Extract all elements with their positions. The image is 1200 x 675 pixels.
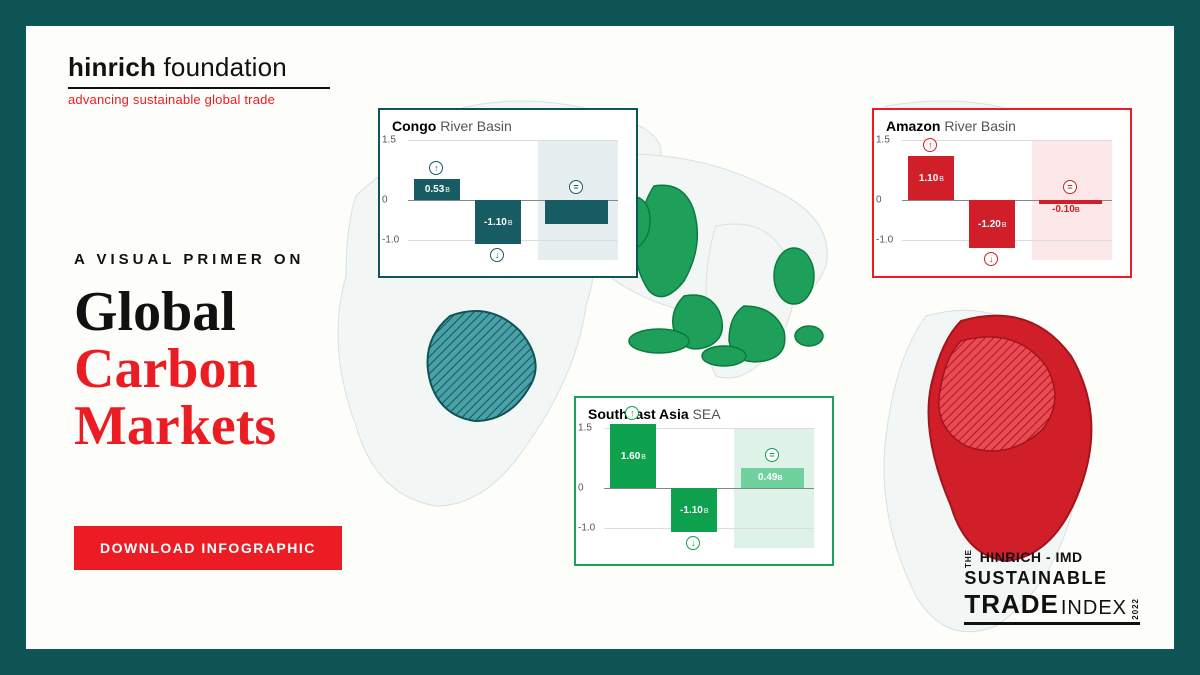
mini-bar-chart: 1.50-1.00.53B↑-1.10B↓=-0.61B [408,140,618,260]
arrow-down-icon: ↓ [984,252,998,266]
y-tick-label: 1.5 [578,423,592,434]
card-amazon: Amazon River Basin 1.5 0 -1.0 1.10B ↑ -1.20B ↓ =… [872,108,1132,278]
logo-brand-bold: hinrich [68,52,156,82]
headline: A VISUAL PRIMER ON Global Carbon Markets [74,251,304,455]
mini-bar-chart: 1.50-1.01.60B↑-1.10B↓=0.49B [604,428,814,548]
mini-bar-chart: 1.50-1.01.10B↑-1.20B↓=-0.10B [902,140,1112,260]
card-title-rest: SEA [693,406,721,422]
y-tick-label: 1.5 [876,135,890,146]
loss-bar: -1.10B [671,488,717,532]
y-tick-label: 1.5 [382,135,396,146]
region-amazon [906,306,1106,566]
headline-eyebrow: A VISUAL PRIMER ON [74,251,304,268]
canvas: hinrich foundation advancing sustainable… [26,26,1174,649]
loss-bar: -1.20B [969,200,1015,248]
equal-icon: = [569,180,583,194]
y-tick-label: 0 [382,195,388,206]
loss-bar: -1.10B [475,200,521,244]
arrow-down-icon: ↓ [490,248,504,262]
card-title-bold: Congo [392,118,436,134]
y-tick-label: -1.0 [876,235,893,246]
arrow-up-icon: ↑ [429,161,443,175]
card-congo: Congo River Basin 1.5 0 -1.0 0.53B ↑ -1.10B ↓ = -… [378,108,638,278]
badge-the: THE [964,549,973,568]
download-button[interactable]: DOWNLOAD INFOGRAPHIC [74,526,342,570]
card-title-rest: River Basin [944,118,1016,134]
y-tick-label: 0 [578,483,584,494]
card-sea: Southeast Asia SEA1.50-1.01.60B↑-1.10B↓=… [574,396,834,566]
card-title-bold: Amazon [886,118,940,134]
card-title-rest: River Basin [440,118,512,134]
headline-line1: Global [74,284,304,341]
arrow-up-icon: ↑ [923,138,937,152]
logo-tagline: advancing sustainable global trade [68,92,330,107]
net-value-label: -0.10B [1052,204,1080,215]
gain-bar: 0.53B [414,179,460,200]
badge-row2: SUSTAINABLE [964,568,1140,589]
outer-frame: hinrich foundation advancing sustainable… [0,0,1200,675]
badge-row1: HINRICH - IMD [980,549,1083,565]
region-congo [420,306,550,426]
arrow-down-icon: ↓ [686,536,700,550]
y-tick-label: -1.0 [382,235,399,246]
hinrich-logo: hinrich foundation advancing sustainable… [68,52,330,107]
gain-bar: 1.10B [908,156,954,200]
badge-underline [964,622,1140,625]
equal-icon: = [1063,180,1077,194]
headline-line3: Markets [74,398,304,455]
net-value-label: 0.49B [758,472,783,483]
sustainable-trade-badge: THE HINRICH - IMD SUSTAINABLE TRADE INDE… [964,549,1140,625]
y-tick-label: -1.0 [578,523,595,534]
gain-bar: 1.60B [610,424,656,488]
badge-row3-light: INDEX [1061,597,1127,620]
badge-year: 2022 [1131,598,1140,620]
headline-line2: Carbon [74,341,304,398]
net-value-label: -0.61B [558,204,586,215]
y-tick-label: 0 [876,195,882,206]
logo-brand-light: foundation [156,52,287,82]
logo-rule [68,87,330,89]
badge-row3-bold: TRADE [964,589,1059,620]
